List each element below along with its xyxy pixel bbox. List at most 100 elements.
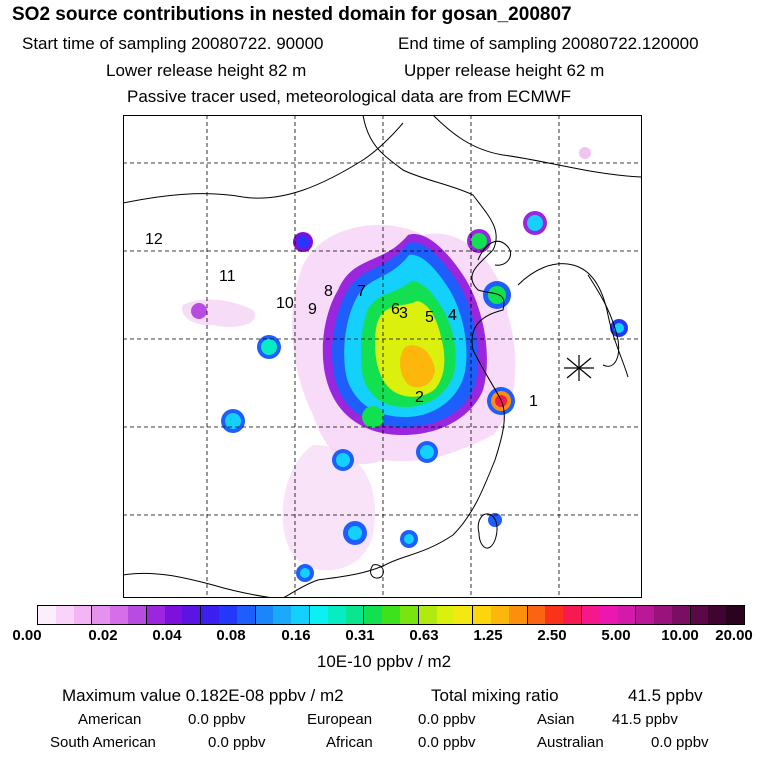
region-label-11: 11: [219, 268, 236, 285]
scale-swatch: [690, 606, 709, 624]
scale-swatch: [364, 606, 383, 624]
concentration-field: [182, 147, 628, 582]
australian-value: 0.0 ppbv: [651, 734, 709, 751]
sampling-end: End time of sampling 20080722.120000: [398, 34, 699, 53]
african-value: 0.0 ppbv: [418, 734, 476, 751]
coastline-china: [282, 114, 505, 599]
scale-tick: 5.00: [601, 627, 631, 644]
scale-swatch: [708, 606, 727, 624]
scale-swatch: [127, 606, 147, 624]
blob: [191, 303, 207, 319]
tracer-note: Passive tracer used, meteorological data…: [127, 87, 572, 106]
coastline-taiwan: [477, 513, 498, 549]
south-american-value: 0.0 ppbv: [208, 734, 266, 751]
australian-label: Australian: [537, 734, 604, 751]
map-frame: [123, 115, 642, 598]
upper-release-height: Upper release height 62 m: [404, 61, 605, 80]
blob: [420, 445, 434, 459]
scale-swatch: [581, 606, 600, 624]
scale-swatch: [255, 606, 274, 624]
asterisk-marker: [564, 355, 594, 381]
scale-tick: 0.04: [152, 627, 182, 644]
scale-tick: 0.31: [345, 627, 375, 644]
blob: [225, 413, 241, 429]
scale-swatch: [345, 606, 365, 624]
region-label-7: 7: [357, 283, 366, 300]
scale-swatch: [164, 606, 183, 624]
scale-swatch: [490, 606, 509, 624]
scale-swatch: [654, 606, 672, 624]
blob: [297, 236, 309, 248]
scale-swatch: [726, 606, 745, 624]
scale-tick: 20.00: [715, 627, 753, 644]
region-label-3: 3: [399, 305, 408, 322]
scale-swatch: [599, 606, 618, 624]
sampling-start: Start time of sampling 20080722. 90000: [22, 34, 324, 53]
scale-tick: 1.25: [473, 627, 503, 644]
scale-tick: 2.50: [537, 627, 567, 644]
scale-tick: 0.08: [216, 627, 246, 644]
scale-swatch: [508, 606, 528, 624]
color-scale-bar: [37, 605, 745, 625]
american-label: American: [78, 711, 142, 728]
scale-swatch: [617, 606, 637, 624]
scale-swatch: [327, 606, 346, 624]
coastline-peninsula: [587, 274, 620, 367]
coastlines: [122, 114, 643, 599]
region-label-9: 9: [308, 301, 317, 318]
scale-swatch: [473, 606, 491, 624]
plume-orange: [400, 345, 435, 388]
maximum-value: Maximum value 0.182E-08 ppbv / m2: [62, 686, 344, 705]
scale-swatch: [146, 606, 165, 624]
scale-swatch: [563, 606, 582, 624]
scale-unit: 10E-10 ppbv / m2: [316, 652, 452, 671]
blob: [488, 286, 506, 304]
blob: [527, 215, 543, 231]
total-mixing-label: Total mixing ratio: [431, 686, 559, 705]
scale-tick: 0.16: [281, 627, 311, 644]
blob: [336, 453, 350, 467]
scale-swatch: [309, 606, 328, 624]
scale-swatch: [110, 606, 128, 624]
scale-swatch: [218, 606, 237, 624]
scale-swatch: [73, 606, 93, 624]
scale-swatch: [38, 606, 56, 624]
graticule: [123, 115, 642, 598]
asian-label: Asian: [537, 711, 575, 728]
scale-tick: 0.02: [88, 627, 118, 644]
scale-swatch: [55, 606, 74, 624]
scale-swatch: [236, 606, 256, 624]
scale-tick: 0.00: [12, 627, 42, 644]
scale-swatch: [92, 606, 111, 624]
total-mixing-value: 41.5 ppbv: [628, 686, 703, 705]
scale-swatch: [382, 606, 400, 624]
scale-swatch: [436, 606, 455, 624]
blob: [348, 526, 362, 540]
blob: [300, 568, 310, 578]
region-label-2: 2: [415, 389, 424, 406]
scale-swatch: [399, 606, 419, 624]
european-value: 0.0 ppbv: [418, 711, 476, 728]
region-label-10: 10: [276, 295, 294, 312]
map-panel: 1 2 3 4 5 6 7 8 9 10 11 12: [122, 114, 643, 599]
scale-tick: 10.00: [661, 627, 699, 644]
scale-swatch: [201, 606, 219, 624]
region-label-12: 12: [145, 231, 163, 248]
coastline-bohai: [477, 240, 512, 266]
region-label-6: 6: [391, 301, 400, 318]
region-label-8: 8: [324, 283, 333, 300]
region-label-5: 5: [425, 309, 434, 326]
scale-swatch: [527, 606, 546, 624]
scale-swatch: [671, 606, 691, 624]
european-label: European: [307, 711, 373, 728]
american-value: 0.0 ppbv: [188, 711, 246, 728]
scale-swatch: [418, 606, 437, 624]
scale-swatch: [454, 606, 474, 624]
african-label: African: [326, 734, 373, 751]
map-svg: [122, 114, 643, 599]
south-american-label: South American: [50, 734, 156, 751]
coastline-north: [122, 122, 404, 204]
coastline-hainan: [370, 564, 384, 579]
scale-swatch: [545, 606, 564, 624]
scale-swatch: [636, 606, 655, 624]
